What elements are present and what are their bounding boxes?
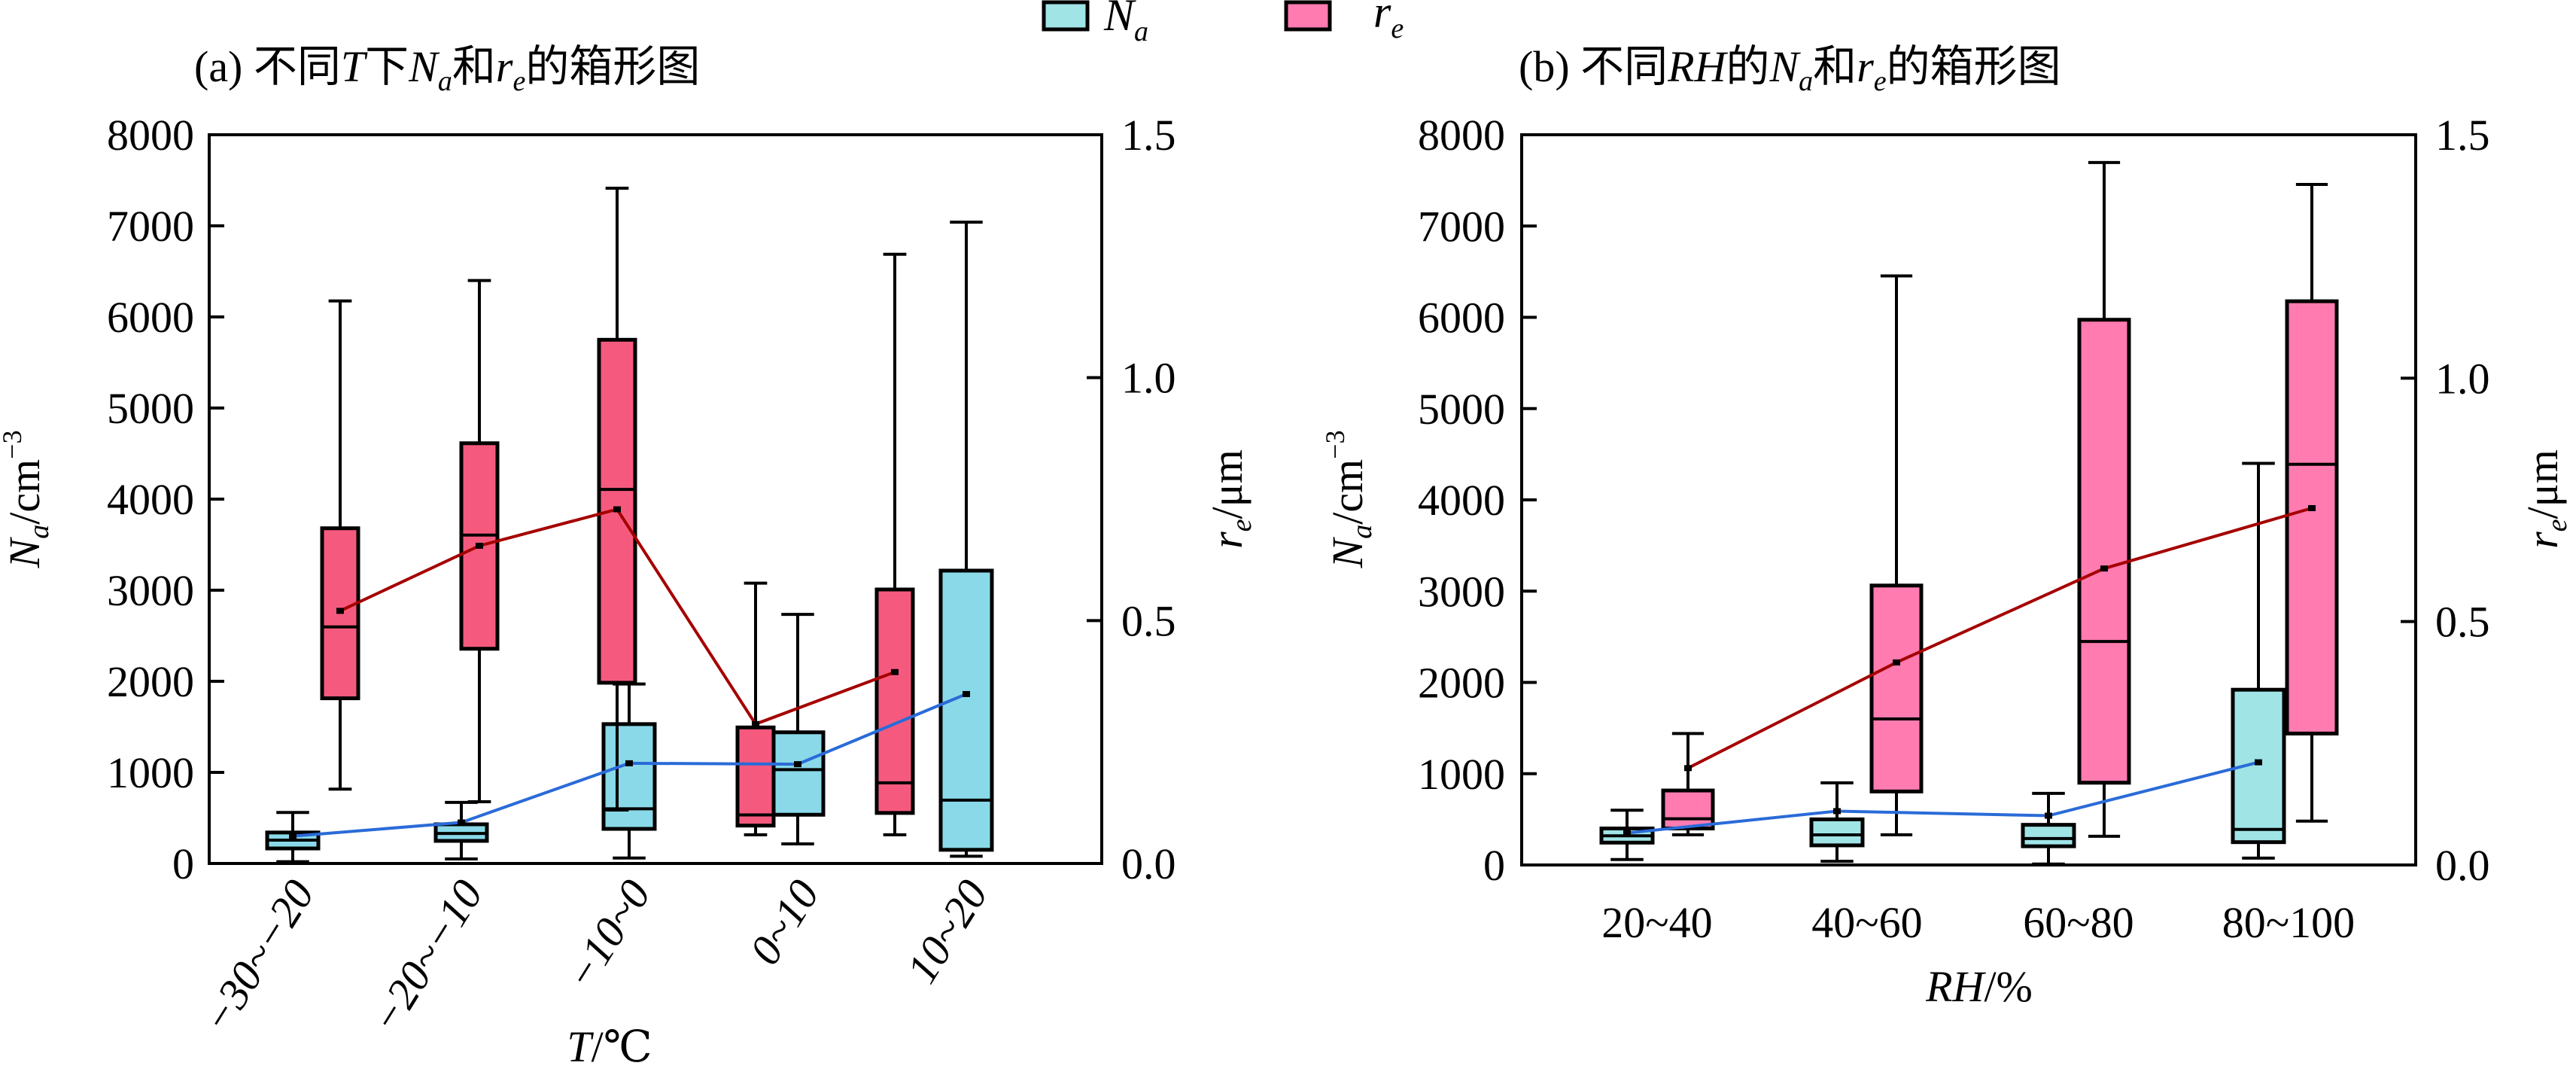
na-mean-marker [458, 819, 465, 826]
y-right-tick-label: 0.0 [1121, 839, 1176, 888]
re-box [1661, 732, 1715, 836]
panel-b-y-left-title: Na/cm−3 [1320, 431, 1378, 569]
re-mean-marker [2308, 504, 2316, 511]
re-mean-line [1687, 507, 2313, 770]
iqr-box [1661, 788, 1715, 831]
panel-a: (a) 不同T下Na和re的箱形图 0 1000 2000 3000 4000 5000 6… [0, 42, 1258, 1071]
x-category-label: 80~100 [2222, 898, 2355, 947]
iqr-box [770, 730, 826, 817]
y-left-tick-label: 7000 [107, 202, 194, 251]
iqr-box [1869, 583, 1924, 793]
na-mean-marker [1623, 830, 1631, 836]
legend-swatch-na [1042, 0, 1090, 32]
re-mean-marker [891, 668, 899, 675]
legend-item-na: Na [1042, 0, 1148, 47]
na-box [770, 613, 826, 845]
y-right-tick-label: 1.5 [1121, 111, 1176, 160]
na-box [938, 221, 994, 858]
re-box [874, 252, 915, 836]
y-right-tick-label: 0.5 [1121, 596, 1176, 645]
re-box [2285, 182, 2339, 823]
na-mean-marker [1833, 808, 1841, 815]
panel-a-x-title: T/℃ [567, 1022, 652, 1071]
panel-b-plot-area: 0 1000 2000 3000 4000 5000 6000 7000 8000 0.0 0.5 1… [1418, 111, 2490, 947]
na-mean-marker [289, 833, 297, 839]
panel-b-title: (b) 不同RH的Na和re的箱形图 [1519, 42, 2061, 97]
re-mean-marker [476, 542, 483, 549]
na-mean-marker [2045, 812, 2052, 819]
legend-item-re: re [1284, 0, 1404, 44]
iqr-box [735, 725, 776, 828]
panel-a-plot-area: 0 1000 2000 3000 4000 5000 6000 7000 8000 0.0 0.5 1… [107, 111, 1176, 1041]
x-category-label: 60~80 [2023, 898, 2133, 947]
y-left-tick-label: 0 [1483, 841, 1505, 890]
na-box [433, 800, 489, 860]
y-left-tick-label: 4000 [107, 475, 194, 524]
y-left-tick-label: 2000 [107, 657, 194, 706]
na-mean-marker [963, 690, 970, 697]
y-right-tick-label: 1.5 [2435, 111, 2490, 160]
re-mean-marker [1684, 765, 1692, 772]
x-category-label: −20~−10 [360, 871, 492, 1041]
y-left-tick-label: 5000 [107, 384, 194, 433]
re-mean-marker [336, 608, 344, 614]
na-mean-marker [2255, 759, 2262, 766]
x-category-label: 0~10 [740, 871, 829, 973]
y-left-tick-label: 7000 [1418, 202, 1505, 251]
legend-label-na: Na [1103, 0, 1148, 47]
iqr-box [938, 568, 994, 852]
re-box [1869, 274, 1924, 836]
iqr-box [874, 587, 915, 815]
y-left-tick-label: 6000 [107, 293, 194, 342]
legend-label-re: re [1373, 0, 1404, 44]
re-mean-marker [1893, 659, 1900, 665]
y-left-tick-label: 8000 [107, 111, 194, 160]
x-category-label: 40~60 [1811, 898, 1922, 947]
y-right-tick-label: 0.5 [2435, 598, 2490, 647]
re-box [735, 581, 776, 836]
x-category-label: −10~0 [555, 871, 660, 997]
y-right-tick-label: 0.0 [2435, 841, 2490, 890]
panel-a-y-right-title: re/μm [1203, 449, 1258, 549]
re-box [2077, 160, 2131, 838]
y-left-tick-label: 2000 [1418, 659, 1505, 708]
na-box [1809, 781, 1865, 863]
panel-a-title: (a) 不同T下Na和re的箱形图 [194, 42, 700, 97]
panel-a-y-left-title: Na/cm−3 [0, 431, 55, 569]
iqr-box [2077, 318, 2131, 785]
y-left-tick-label: 1000 [107, 748, 194, 797]
legend: Na re [1042, 0, 1404, 47]
x-category-label: 10~20 [897, 871, 997, 991]
panel-b-x-title: RH/% [1925, 962, 2033, 1011]
na-box [2021, 791, 2076, 866]
na-mean-marker [794, 761, 801, 768]
iqr-box [2285, 299, 2339, 735]
y-left-tick-label: 4000 [1418, 476, 1505, 525]
iqr-box [2021, 823, 2076, 848]
na-mean-line [1626, 760, 2259, 835]
re-mean-marker [2100, 565, 2108, 572]
y-right-tick-label: 1.0 [1121, 354, 1176, 403]
y-right-tick-label: 1.0 [2435, 354, 2490, 403]
panel-b: (b) 不同RH的Na和re的箱形图 0 1000 2000 3000 4000 5000… [1320, 42, 2573, 1011]
y-left-tick-label: 5000 [1418, 385, 1505, 434]
y-left-tick-label: 0 [172, 839, 194, 888]
x-category-label: −30~−20 [192, 871, 324, 1041]
y-left-tick-label: 8000 [1418, 111, 1505, 160]
y-left-tick-label: 3000 [107, 566, 194, 615]
re-mean-marker [752, 720, 759, 727]
y-left-tick-label: 3000 [1418, 567, 1505, 616]
iqr-box [1809, 817, 1865, 848]
na-mean-marker [625, 760, 633, 766]
y-left-tick-label: 1000 [1418, 750, 1505, 799]
legend-swatch-re [1284, 0, 1332, 32]
na-box [265, 811, 321, 863]
re-mean-marker [613, 506, 621, 513]
re-box [320, 299, 360, 791]
iqr-box [601, 722, 657, 831]
y-left-tick-label: 6000 [1418, 294, 1505, 343]
x-category-label: 20~40 [1601, 898, 1712, 947]
panel-b-y-right-title: re/μm [2518, 449, 2573, 549]
